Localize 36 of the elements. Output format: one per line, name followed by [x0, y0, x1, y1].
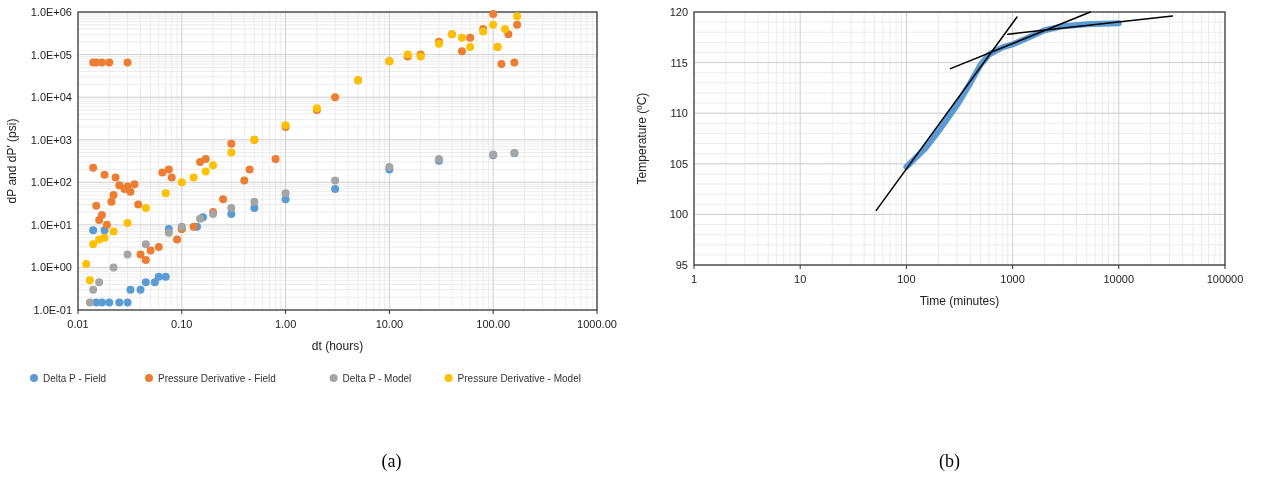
x-tick-label: 10.00	[375, 318, 404, 330]
y-tick-label: 95	[675, 259, 688, 271]
y-tick-label: 110	[670, 107, 688, 120]
y-tick-label: 1.0E+00	[30, 261, 72, 274]
y-tick-label: 115	[670, 56, 688, 69]
x-tick-label: 1000.00	[577, 318, 617, 330]
x-tick-label: 10000	[1103, 273, 1135, 285]
y-tick-label: 105	[669, 157, 688, 170]
y-axis-title: Temperature (ºC)	[635, 92, 649, 185]
x-tick-label: 100.00	[476, 318, 511, 330]
y-tick-label: 1.0E+01	[30, 218, 72, 231]
text: (a)	[381, 451, 402, 472]
y-tick-label: 1.0E+03	[30, 133, 72, 146]
legend-label: Pressure Derivative - Field	[158, 373, 276, 384]
y-tick-label: 1.0E+05	[30, 48, 72, 61]
text: (b)	[939, 451, 960, 472]
x-tick-label: 1.00	[274, 318, 297, 330]
y-tick-label: 1.0E+02	[30, 176, 72, 189]
legend-label: Delta P - Model	[342, 373, 412, 384]
x-tick-label: 100	[897, 273, 916, 285]
y-axis-title: dP and dP' (psi)	[5, 118, 19, 204]
x-axis-title: dt (hours)	[311, 339, 364, 353]
y-tick-label: 120	[669, 6, 688, 18]
y-tick-label: 1.0E+06	[30, 6, 72, 18]
x-tick-label: 10	[794, 273, 807, 285]
y-tick-label: 1.0E+04	[30, 91, 72, 104]
x-axis-title: Time (minutes)	[919, 294, 1000, 308]
x-tick-label: 1000	[1000, 273, 1025, 285]
x-tick-label: 100000	[1206, 273, 1244, 285]
legend-label: Pressure Derivative - Model	[457, 373, 581, 384]
x-tick-label: 1	[690, 273, 698, 285]
x-tick-label: 0.10	[171, 318, 193, 330]
x-tick-label: 0.01	[67, 318, 89, 330]
y-tick-label: 1.0E-01	[33, 304, 72, 316]
legend-label: Delta P - Field	[43, 373, 107, 384]
y-tick-label: 100	[669, 208, 688, 221]
